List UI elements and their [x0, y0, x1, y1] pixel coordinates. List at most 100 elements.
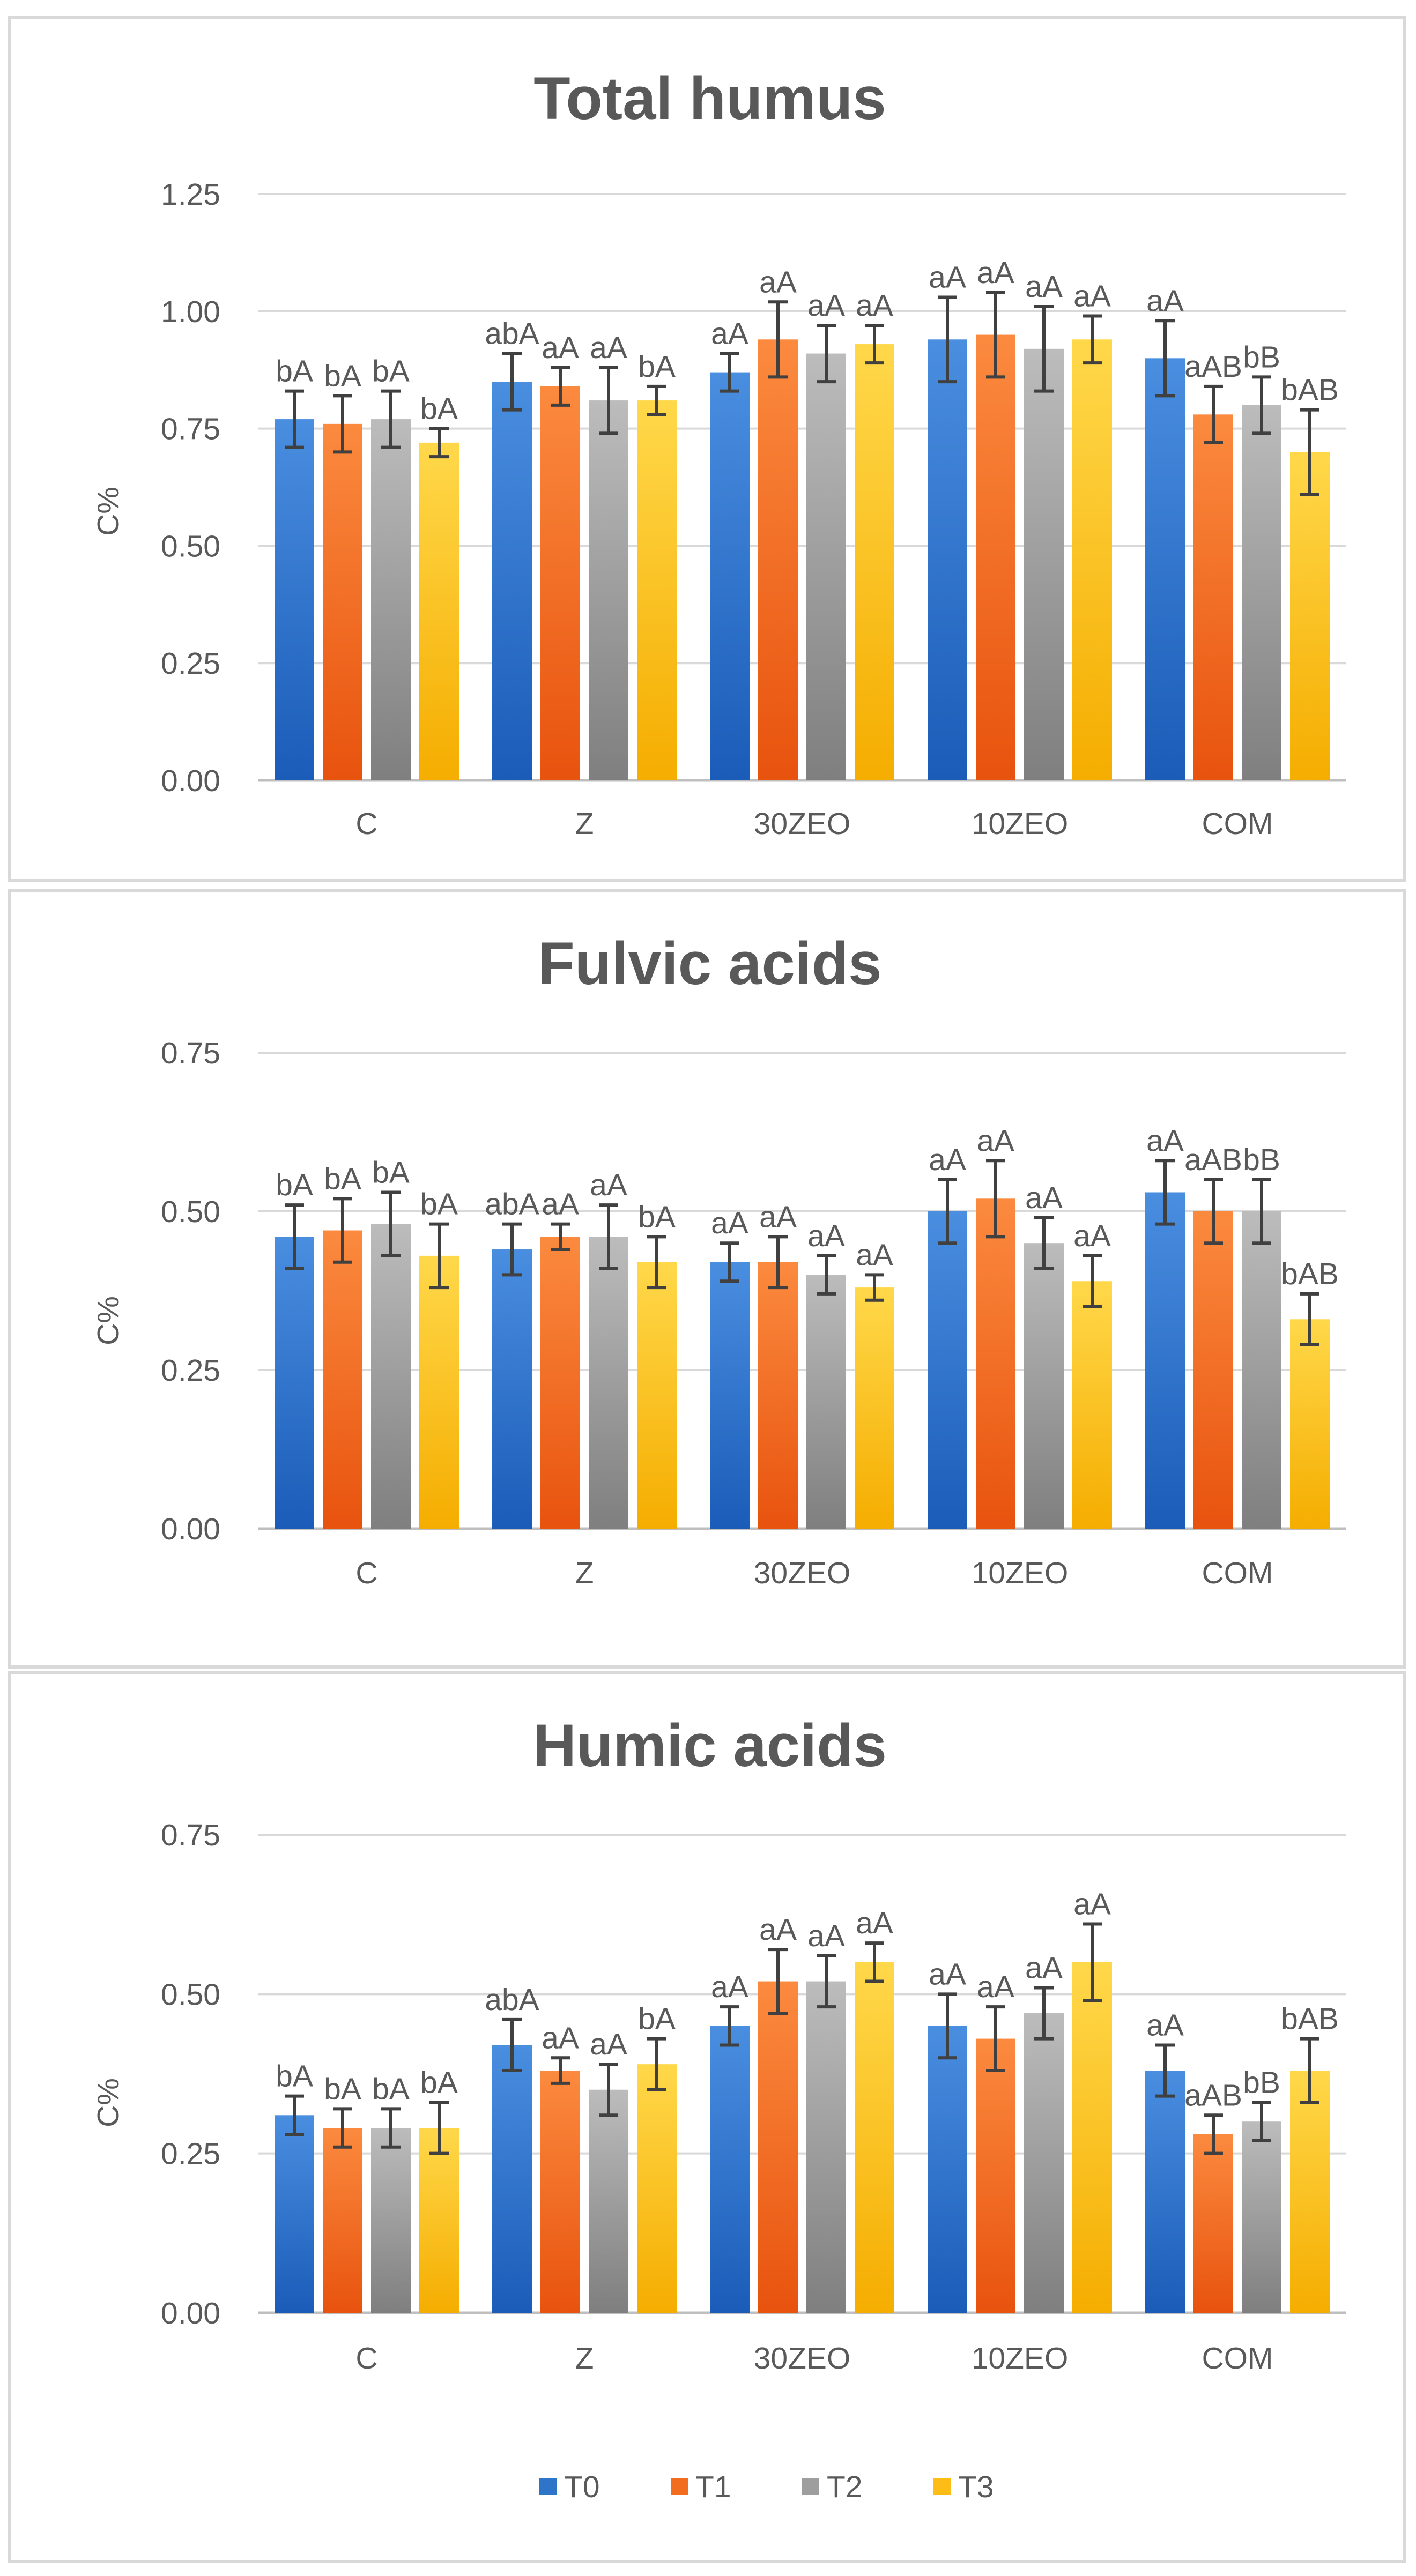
data-label: aAB: [1184, 349, 1242, 384]
error-bar: [1204, 2113, 1223, 2155]
bar-T0-C: [275, 1237, 314, 1529]
x-tick-label: 10ZEO: [972, 1556, 1069, 1590]
bar-T0-COM: [1145, 2071, 1185, 2313]
error-bar: [381, 1190, 401, 1257]
data-label: aA: [711, 317, 748, 351]
bar-T0-10ZEO: [928, 1211, 967, 1529]
bar-T0-10ZEO: [928, 339, 967, 780]
data-label: bAB: [1281, 373, 1339, 407]
error-bar: [768, 1235, 788, 1290]
bar-T0-30ZEO: [710, 372, 750, 780]
error-bar: [1252, 2101, 1271, 2142]
data-label: bA: [276, 354, 313, 389]
error-bar: [1204, 384, 1223, 444]
error-bar: [647, 2037, 666, 2091]
error-bar: [551, 366, 570, 407]
bar-T3-30ZEO: [855, 1287, 894, 1529]
error-bar: [502, 1222, 522, 1277]
y-axis-label: C%: [91, 487, 125, 536]
legend-swatch-T0: [539, 2478, 557, 2495]
y-tick-label: 0.50: [161, 529, 220, 563]
legend-swatch-T2: [802, 2478, 819, 2495]
legend-label-T3: T3: [958, 2470, 994, 2504]
data-label: aA: [1073, 279, 1111, 314]
bar-T0-COM: [1145, 358, 1185, 780]
data-label: aA: [759, 1912, 797, 1947]
error-bar: [865, 1273, 884, 1302]
data-label: bA: [276, 1168, 313, 1202]
data-label: abA: [485, 317, 539, 351]
error-bar: [1083, 1254, 1102, 1308]
bar-T3-30ZEO: [855, 1962, 894, 2313]
x-tick-label: Z: [575, 1556, 594, 1590]
legend-label-T0: T0: [564, 2470, 600, 2504]
data-label: aA: [590, 2027, 627, 2061]
bar-T3-Z: [637, 1262, 677, 1529]
bar-T1-COM: [1193, 2134, 1233, 2313]
data-label: bA: [420, 392, 458, 426]
bar-T1-COM: [1193, 414, 1233, 780]
error-bar: [768, 300, 788, 379]
bar-T3-COM: [1290, 2071, 1330, 2313]
bar-T1-Z: [540, 1237, 580, 1529]
y-tick-label: 0.25: [161, 1353, 220, 1388]
bar-T1-C: [323, 423, 362, 780]
x-tick-label: 30ZEO: [754, 1556, 851, 1590]
data-label: aA: [856, 288, 893, 323]
error-bar: [1155, 319, 1175, 398]
data-label: bA: [638, 2002, 676, 2036]
x-tick-label: 10ZEO: [972, 2341, 1069, 2376]
error-bar: [720, 1241, 739, 1283]
error-bar: [1083, 1922, 1102, 2002]
data-label: bA: [324, 2072, 361, 2106]
bar-T2-30ZEO: [806, 353, 846, 780]
error-bar: [599, 366, 618, 435]
error-bar: [599, 2063, 618, 2117]
error-bar: [1155, 2043, 1175, 2098]
y-axis-label: C%: [91, 1296, 125, 1345]
total-humus-chart: Total humus C% 0.00 0.25 0.50 0.75 1.00 1.25 C…: [91, 65, 1346, 841]
data-label: aA: [542, 2021, 579, 2055]
bar-T2-10ZEO: [1024, 1243, 1064, 1529]
error-bar: [1034, 1216, 1054, 1270]
data-label: abA: [485, 1983, 539, 2017]
data-label: bA: [638, 349, 676, 384]
data-label: aA: [759, 265, 797, 299]
data-label: bA: [276, 2059, 313, 2094]
chart-title: Fulvic acids: [538, 930, 881, 997]
y-tick-label: 0.00: [161, 2296, 220, 2331]
error-bar: [817, 324, 836, 384]
bar-T1-10ZEO: [976, 1198, 1015, 1529]
error-bar: [1300, 1292, 1319, 1346]
legend: T0 T1 T2 T3: [539, 2470, 994, 2504]
data-label: aA: [1025, 270, 1063, 304]
bar-T1-10ZEO: [976, 334, 1015, 780]
x-tick-label: COM: [1202, 2341, 1273, 2376]
data-label: aA: [590, 331, 627, 365]
bar-T2-Z: [589, 400, 628, 780]
chart-panel-total-humus: Total humus C% 0.00 0.25 0.50 0.75 1.00 1.25 C…: [8, 16, 1406, 882]
bar-T1-C: [323, 2128, 362, 2313]
chart-title: Humic acids: [533, 1712, 887, 1779]
y-tick-label: 1.25: [161, 177, 220, 212]
data-label: aA: [807, 1919, 845, 1953]
data-label: aA: [807, 1219, 845, 1253]
error-bar: [768, 1948, 788, 2015]
error-bar: [285, 2094, 304, 2136]
bar-T2-C: [371, 2128, 411, 2313]
error-bar: [1300, 408, 1319, 496]
bar-T1-30ZEO: [758, 1981, 798, 2313]
bar-T1-30ZEO: [758, 1262, 798, 1529]
data-label: aA: [590, 1168, 627, 1202]
data-label: bA: [638, 1200, 676, 1234]
error-bar: [1034, 305, 1054, 393]
y-tick-label: 0.50: [161, 1977, 220, 2012]
error-bar: [1300, 2037, 1319, 2104]
bar-T2-Z: [589, 1237, 628, 1529]
bar-T2-COM: [1242, 405, 1281, 780]
data-label: aA: [711, 1970, 748, 2004]
x-tick-label: 30ZEO: [754, 807, 851, 841]
y-tick-label: 0.75: [161, 1818, 220, 1852]
bar-T1-30ZEO: [758, 339, 798, 780]
bar-T1-C: [323, 1230, 362, 1529]
